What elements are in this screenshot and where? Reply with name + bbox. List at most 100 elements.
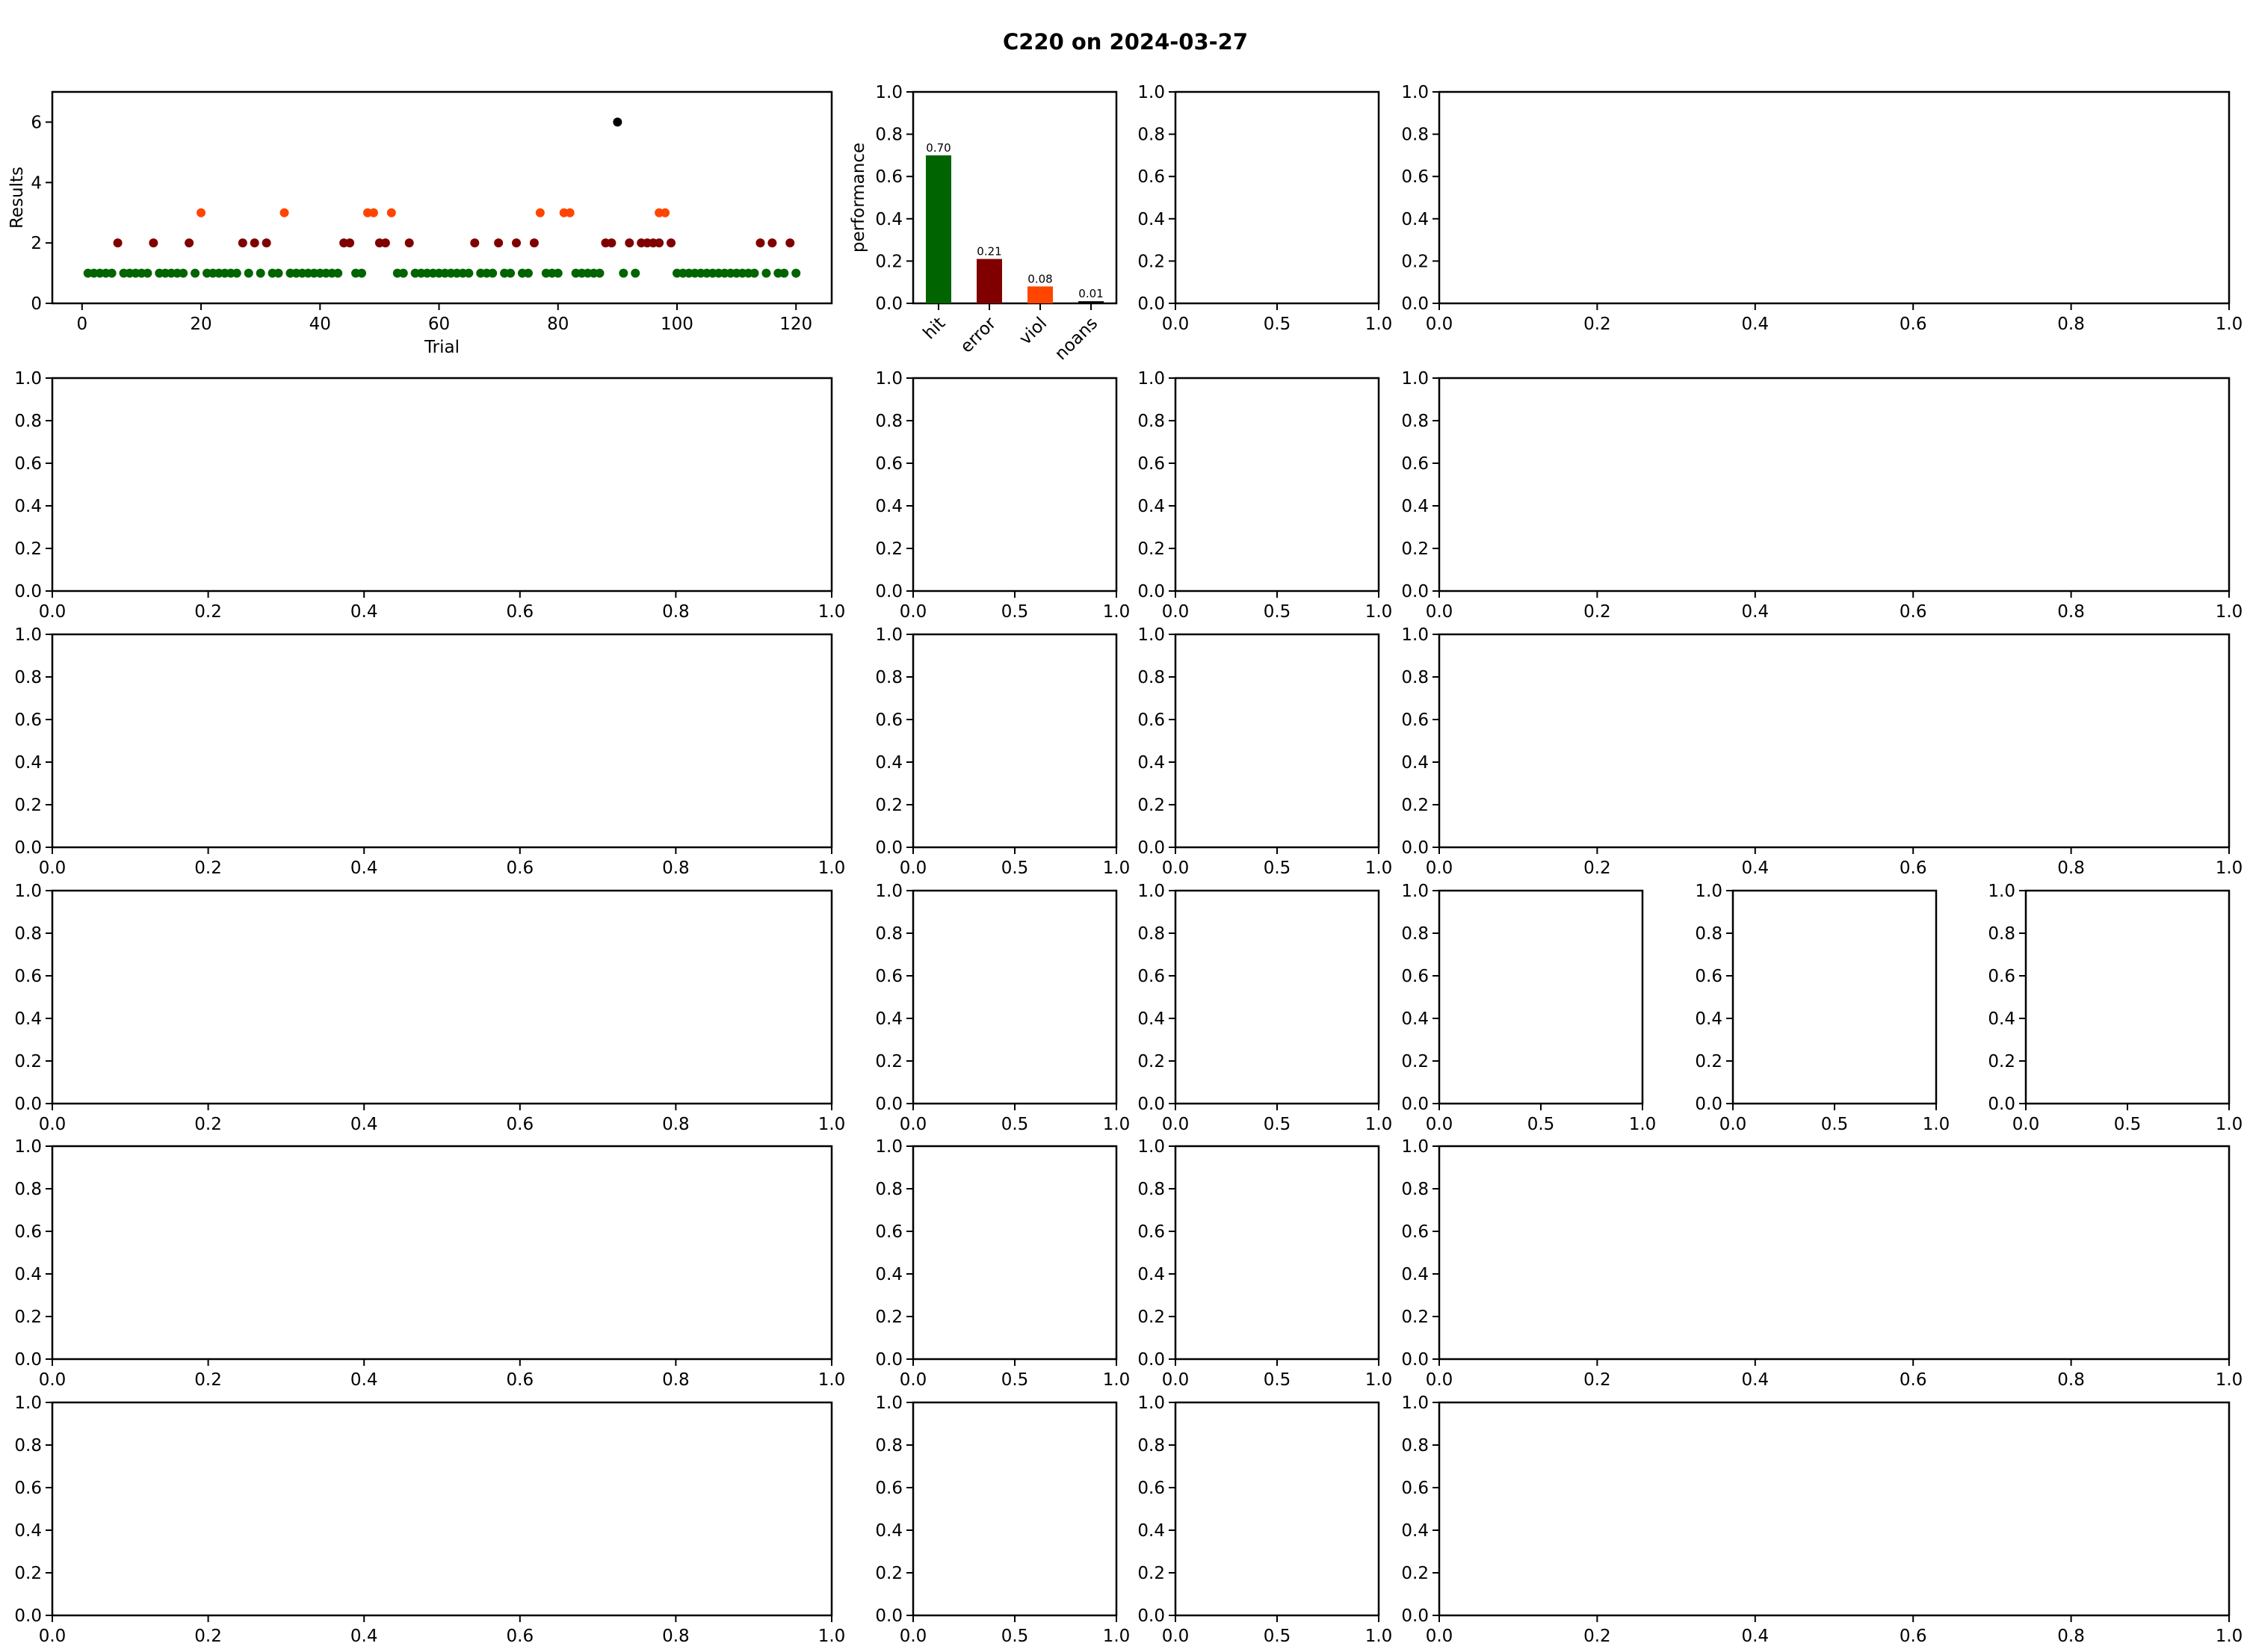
x-tick-label: 0.0: [39, 1370, 67, 1390]
axes-frame: [1438, 1145, 2231, 1361]
x-tick-label: 0.0: [1162, 1370, 1190, 1390]
y-tick-label: 1.0: [875, 1393, 903, 1413]
axes-frame: [51, 633, 833, 849]
x-tick-label: 0.0: [1162, 602, 1190, 622]
scatter-point: [761, 268, 771, 278]
scatter-point: [262, 238, 271, 248]
y-tick-label: 1.0: [875, 625, 903, 645]
y-tick-label: 0.6: [1401, 1222, 1429, 1242]
y-tick-label: 0.6: [14, 1479, 42, 1498]
scatter-point: [755, 238, 765, 248]
y-tick-label: 1.0: [1401, 1393, 1429, 1413]
x-tick-label: 0.0: [900, 1370, 927, 1390]
axes-frame: [51, 1401, 833, 1617]
results-scatter-axes: 0 20 40 60 80 100 120 0 2 4 6 Trial Results: [7, 90, 833, 357]
scatter-point: [273, 268, 283, 278]
scatter-point: [494, 238, 504, 248]
y-tick-label: 0.6: [1137, 454, 1165, 474]
y-tick-label: 0.6: [14, 454, 42, 474]
y-tick-label: 1.0: [1137, 83, 1165, 102]
empty-axes-r5-c3: 0.0 0.5 1.0 0.0 0.2 0.4 0.6 0.8 1.0: [1137, 1137, 1392, 1390]
y-tick-label: 0.4: [1137, 753, 1165, 773]
empty-axes-r6-c1: 0.0 0.2 0.4 0.6 0.8 1.0 0.0 0.2 0.4 0.6 0.8 1.0: [14, 1393, 845, 1646]
x-tick-label: 0.2: [1583, 1627, 1611, 1646]
x-tick-label: 1.0: [1103, 1115, 1131, 1134]
empty-axes-r3-c4: 0.0 0.2 0.4 0.6 0.8 1.0 0.0 0.2 0.4 0.6 0.8 1.0: [1401, 625, 2243, 878]
x-tick-label: 0.4: [1742, 602, 1770, 622]
x-tick-label: 0.0: [1162, 1115, 1190, 1134]
y-tick-label: 0.0: [1401, 1606, 1429, 1626]
y-tick-label: 1.0: [14, 625, 42, 645]
x-tick-label: 60: [428, 315, 450, 334]
y-tick-label: 0.8: [1137, 1436, 1165, 1455]
scatter-point: [143, 268, 152, 278]
scatter-point: [488, 268, 498, 278]
y-tick-label: 0.6: [1695, 967, 1722, 986]
x-tick-label: 0.5: [2114, 1115, 2142, 1134]
axes-frame: [1438, 377, 2231, 593]
y-tick-label: 0.4: [1137, 1521, 1165, 1541]
scatter-point: [779, 268, 789, 278]
x-tick-label: 0.2: [194, 1115, 222, 1134]
y-tick-label: 0.2: [1401, 252, 1429, 271]
y-tick-label: 0.8: [1137, 412, 1165, 431]
scatter-point: [565, 208, 575, 217]
y-tick-label: 0.4: [1137, 1009, 1165, 1029]
y-tick-label: 0.0: [1137, 1350, 1165, 1370]
x-tick-label: noans: [1051, 314, 1101, 364]
x-tick-label: 1.0: [1923, 1115, 1950, 1134]
y-tick-label: 4: [31, 173, 42, 193]
x-tick-label: 0.5: [1001, 1115, 1029, 1134]
axes-frame: [912, 633, 1118, 849]
y-tick-label: 1.0: [1137, 369, 1165, 389]
x-tick-label: 0: [76, 315, 87, 334]
y-tick-label: 0.4: [875, 210, 903, 229]
axes-frame: [51, 889, 833, 1105]
y-tick-label: 0.0: [1137, 838, 1165, 858]
scatter-point: [535, 208, 545, 217]
empty-axes-r4-c5: 0.0 0.5 1.0 0.0 0.2 0.4 0.6 0.8 1.0: [1695, 882, 1950, 1134]
x-tick-label: viol: [1016, 314, 1051, 349]
x-tick-label: 0.6: [1900, 1370, 1927, 1390]
scatter-point: [357, 268, 367, 278]
x-tick-label: 0.2: [1583, 315, 1611, 334]
panels: 0 20 40 60 80 100 120 0 2 4 6 Trial Results 0.0 0.2 0.4…: [7, 83, 2243, 1646]
y-tick-label: 0.4: [1137, 1265, 1165, 1284]
y-axis-label: Results: [7, 167, 27, 229]
scatter-point: [523, 268, 533, 278]
x-tick-label: hit: [920, 314, 950, 344]
y-tick-label: 0.6: [1137, 1479, 1165, 1498]
axes-frame: [1174, 1401, 1380, 1617]
y-tick-label: 1.0: [1137, 1137, 1165, 1157]
x-tick-label: 1.0: [1629, 1115, 1657, 1134]
y-tick-label: 0.6: [14, 711, 42, 730]
y-tick-label: 0.4: [1401, 497, 1429, 516]
axes-frame: [1438, 889, 1644, 1105]
scatter-point: [607, 238, 616, 248]
y-tick-label: 0.0: [875, 1606, 903, 1626]
axes-frame: [51, 377, 833, 593]
scatter-series-error: [113, 238, 795, 248]
scatter-point: [345, 238, 355, 248]
y-tick-label: 0.2: [1137, 1052, 1165, 1071]
y-tick-label: 0.4: [875, 753, 903, 773]
x-tick-label: 0.2: [194, 859, 222, 878]
scatter-point: [791, 268, 801, 278]
empty-axes-r4-c4: 0.0 0.5 1.0 0.0 0.2 0.4 0.6 0.8 1.0: [1401, 882, 1656, 1134]
y-tick-label: 0.8: [1988, 924, 2015, 944]
y-tick-label: 0.4: [1401, 1009, 1429, 1029]
x-tick-label: 0.0: [1426, 1370, 1453, 1390]
scatter-point: [149, 238, 158, 248]
x-tick-label: 0.4: [1742, 859, 1770, 878]
x-tick-label: 1.0: [818, 859, 846, 878]
y-tick-label: 0.6: [875, 167, 903, 187]
x-tick-label: 0.8: [662, 1627, 690, 1646]
x-tick-label: 1.0: [818, 1370, 846, 1390]
scatter-point: [386, 208, 396, 217]
x-tick-label: 0.8: [662, 1370, 690, 1390]
y-tick-label: 0.2: [1401, 1564, 1429, 1583]
y-tick-label: 0.4: [1988, 1009, 2015, 1029]
y-tick-label: 0.2: [1137, 1564, 1165, 1583]
x-tick-label: 0.4: [1742, 1627, 1770, 1646]
x-tick-label: 0.4: [350, 1115, 378, 1134]
